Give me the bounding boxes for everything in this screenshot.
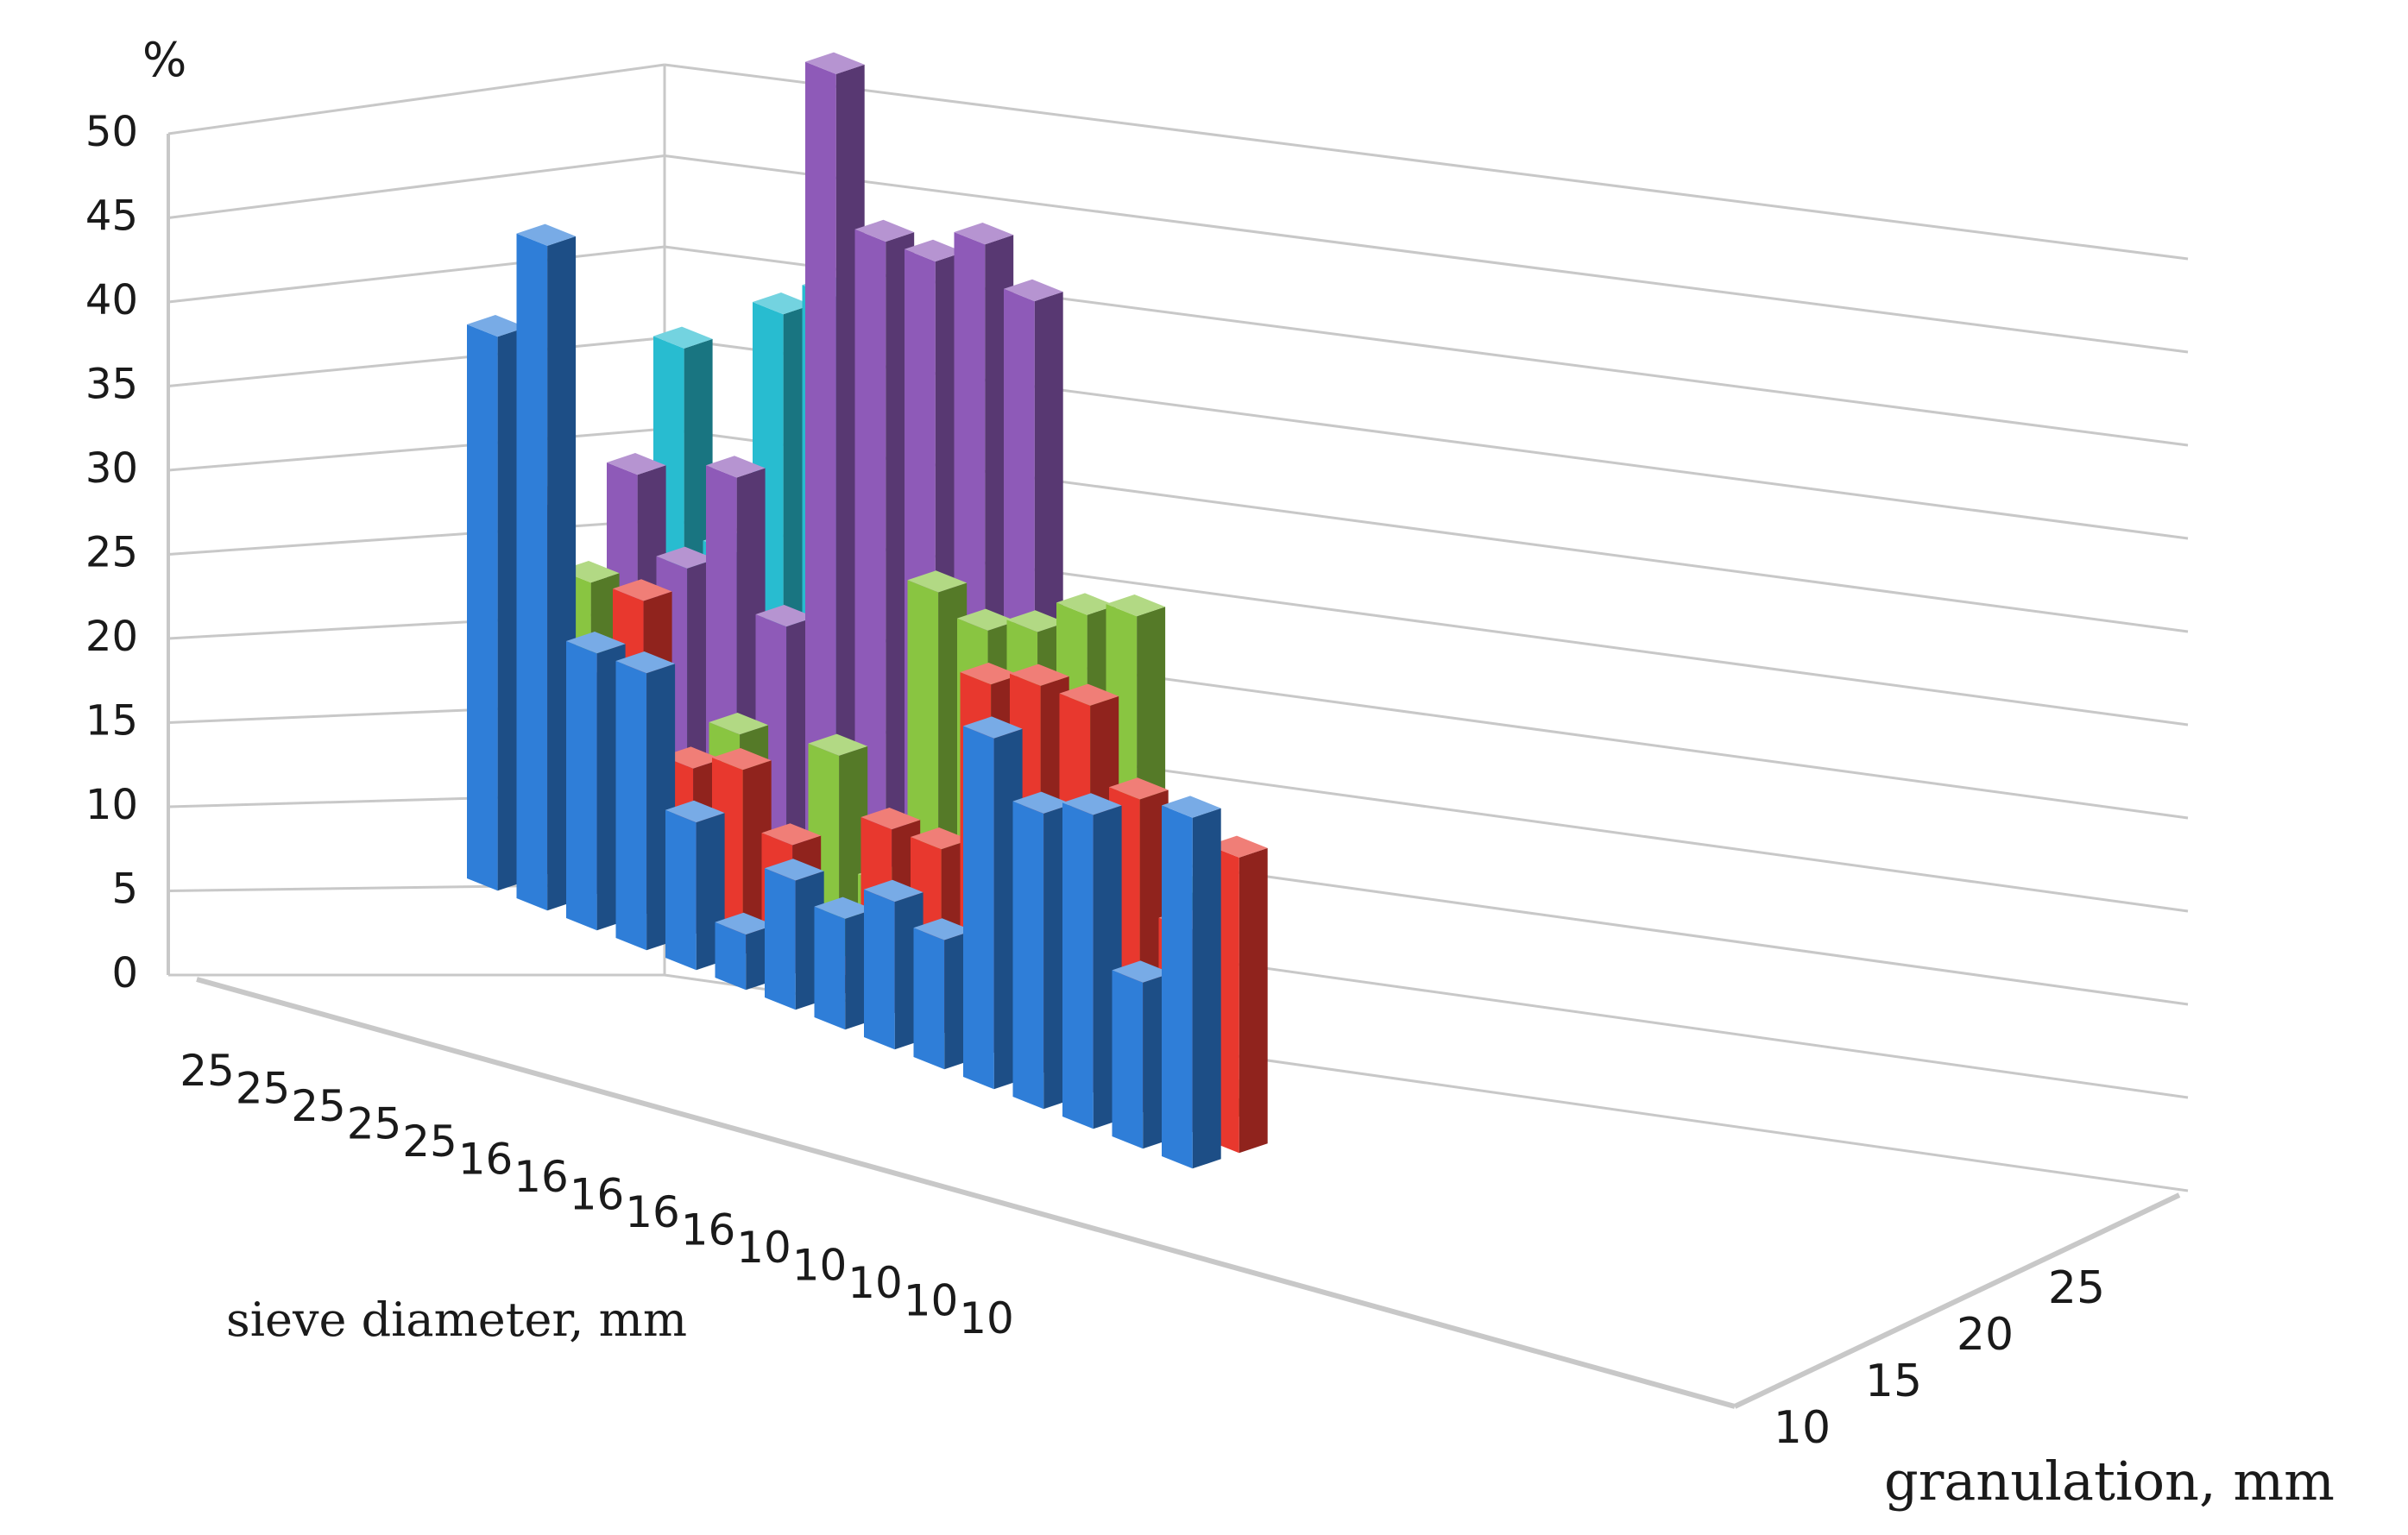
x-tick-label: 10 [848, 1258, 903, 1308]
x-tick-label: 10 [904, 1276, 959, 1326]
gridline-left [167, 245, 665, 304]
y-tick-label: 45 [85, 192, 138, 241]
x-tick-label: 16 [570, 1170, 625, 1220]
y-tick-label: 50 [85, 108, 138, 156]
x-tick-label: 10 [792, 1241, 848, 1291]
chart-bars [467, 52, 1268, 1169]
y-tick-label: 0 [111, 949, 138, 997]
x-tick-label: 16 [625, 1187, 680, 1237]
x-tick-label: 25 [402, 1117, 457, 1167]
x-tick-label: 25 [180, 1046, 235, 1096]
depth-tick-label: 10 [1774, 1402, 1831, 1454]
y-tick-label: 35 [85, 361, 138, 409]
depth-tick-label: 15 [1865, 1356, 1922, 1407]
gridline-left [167, 337, 665, 387]
depth-tick-label: 25 [2048, 1262, 2105, 1314]
y-tick-label: 15 [85, 697, 138, 745]
bar [1162, 796, 1221, 1169]
gridline-back [664, 63, 2189, 261]
x-tick-label: 10 [959, 1293, 1014, 1343]
x-tick-label: 25 [347, 1099, 402, 1149]
x-tick-label: 16 [458, 1135, 514, 1185]
y-tick-label: 25 [85, 529, 138, 577]
gridline-back [664, 154, 2189, 354]
gridline-left [167, 63, 665, 135]
y-tick-label: 10 [85, 781, 138, 829]
gridline-left [167, 154, 665, 219]
depth-tick-label: 20 [1957, 1309, 2014, 1361]
y-axis-title: % [142, 33, 186, 87]
y-tick-label: 30 [85, 444, 138, 493]
gridline-left [167, 427, 665, 472]
x-tick-label: 25 [236, 1064, 291, 1114]
x-tick-label: 25 [291, 1081, 346, 1131]
y-tick-label: 20 [85, 613, 138, 661]
x-axis-title: sieve diameter, mm [226, 1293, 687, 1347]
depth-axis-title: granulation, mm [1884, 1450, 2335, 1513]
gridline-left [167, 519, 665, 556]
x-tick-label: 16 [681, 1205, 736, 1255]
y-tick-label: 40 [85, 276, 138, 324]
y-tick-label: 5 [111, 865, 138, 914]
x-tick-label: 16 [514, 1152, 569, 1202]
x-tick-label: 10 [736, 1223, 791, 1273]
